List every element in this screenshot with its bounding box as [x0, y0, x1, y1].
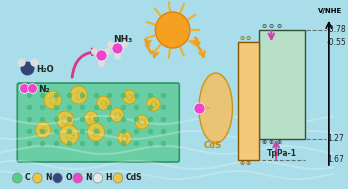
Text: CdS: CdS	[126, 174, 142, 183]
Text: 1.67: 1.67	[327, 156, 344, 164]
Circle shape	[13, 173, 22, 183]
Circle shape	[44, 91, 61, 109]
FancyBboxPatch shape	[238, 42, 259, 160]
Circle shape	[33, 173, 42, 183]
Circle shape	[60, 125, 79, 145]
Text: H₂O: H₂O	[37, 66, 54, 74]
Circle shape	[84, 111, 98, 125]
FancyBboxPatch shape	[17, 83, 179, 162]
Circle shape	[95, 94, 112, 112]
Text: ⊕: ⊕	[239, 161, 244, 166]
Text: ⊖: ⊖	[269, 24, 274, 29]
Text: O: O	[65, 174, 72, 183]
Circle shape	[93, 173, 103, 183]
Circle shape	[155, 12, 190, 48]
Circle shape	[53, 173, 62, 183]
Text: CdS: CdS	[204, 140, 222, 149]
Circle shape	[73, 173, 82, 183]
Circle shape	[113, 173, 123, 183]
Text: ⊕: ⊕	[276, 140, 282, 145]
Circle shape	[71, 87, 86, 103]
Text: ⊖: ⊖	[276, 24, 282, 29]
Text: N: N	[45, 174, 52, 183]
Text: ⊕: ⊕	[261, 140, 266, 145]
Text: ⊖: ⊖	[261, 24, 266, 29]
Circle shape	[57, 112, 73, 128]
Circle shape	[147, 97, 160, 111]
Text: C: C	[25, 174, 31, 183]
Ellipse shape	[199, 73, 232, 143]
Circle shape	[120, 87, 139, 107]
Text: NH₃: NH₃	[113, 35, 132, 44]
Text: ⊕: ⊕	[246, 161, 251, 166]
Circle shape	[135, 115, 149, 129]
Text: TpPa-1: TpPa-1	[267, 149, 297, 158]
Text: 1.27: 1.27	[327, 134, 344, 143]
Text: N₂: N₂	[38, 85, 50, 94]
Text: ⊖: ⊖	[239, 36, 244, 41]
Circle shape	[87, 123, 104, 141]
Circle shape	[115, 128, 134, 148]
Text: N: N	[85, 174, 92, 183]
Circle shape	[108, 106, 126, 124]
FancyBboxPatch shape	[259, 30, 305, 139]
Text: H: H	[105, 174, 112, 183]
Text: ⊖: ⊖	[246, 36, 251, 41]
Text: ⊕: ⊕	[269, 140, 274, 145]
Text: -0.55: -0.55	[327, 38, 347, 47]
Text: V/NHE: V/NHE	[318, 8, 342, 14]
Circle shape	[37, 123, 50, 137]
Text: -0.78: -0.78	[327, 26, 347, 35]
